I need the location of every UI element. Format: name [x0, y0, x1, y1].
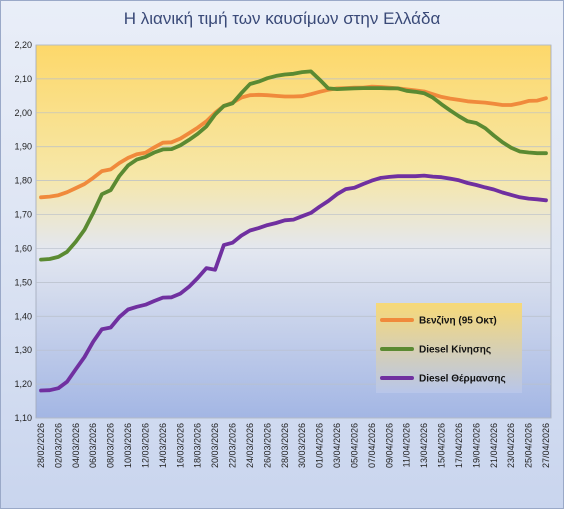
y-tick-label: 1,40	[14, 311, 32, 321]
chart-title: Η λιανική τιμή των καυσίμων στην Ελλάδα	[123, 9, 441, 28]
x-tick-label: 05/04/2026	[349, 423, 359, 468]
x-tick-label: 12/03/2026	[140, 423, 150, 468]
x-tick-label: 04/03/2026	[71, 423, 81, 468]
x-tick-label: 28/02/2026	[36, 423, 46, 468]
x-tick-label: 15/04/2026	[437, 423, 447, 468]
y-tick-label: 1,50	[14, 277, 32, 287]
legend-label-2: Diesel Θέρμανσης	[419, 374, 506, 385]
x-tick-label: 06/03/2026	[88, 423, 98, 468]
x-tick-label: 16/03/2026	[175, 423, 185, 468]
y-tick-label: 2,10	[14, 74, 32, 84]
y-tick-label: 1,60	[14, 243, 32, 253]
x-tick-label: 11/04/2026	[402, 423, 412, 467]
y-tick-label: 1,80	[14, 176, 32, 186]
x-tick-label: 25/04/2026	[524, 423, 534, 468]
series-line-2	[39, 173, 548, 393]
y-tick-label: 1,20	[14, 379, 32, 389]
x-tick-label: 03/04/2026	[332, 423, 342, 468]
y-tick-label: 2,20	[14, 40, 32, 50]
y-axis: 1,10 1,20 1,30 1,40 1,50 1,60 1,70 1,80 1,90 2,00…	[14, 40, 32, 423]
x-tick-label: 28/03/2026	[280, 423, 290, 468]
x-tick-label: 24/03/2026	[245, 423, 255, 468]
x-tick-label: 21/04/2026	[489, 423, 499, 468]
x-axis: 28/02/2026 02/03/2026 04/03/2026 06/03/2026…	[36, 423, 551, 468]
x-tick-label: 26/03/2026	[262, 423, 272, 468]
legend-label-0: Βενζίνη (95 Οκτ)	[419, 316, 497, 327]
legend-label-1: Diesel Κίνησης	[419, 345, 491, 356]
x-tick-label: 27/04/2026	[541, 423, 551, 468]
y-tick-label: 1,90	[14, 142, 32, 152]
x-tick-label: 22/03/2026	[228, 423, 238, 468]
y-tick-label: 2,00	[14, 108, 32, 118]
x-tick-label: 09/04/2026	[384, 423, 394, 468]
x-tick-label: 02/03/2026	[53, 423, 63, 468]
x-tick-label: 19/04/2026	[471, 423, 481, 468]
x-tick-label: 07/04/2026	[367, 423, 377, 468]
x-tick-label: 01/04/2026	[315, 423, 325, 468]
x-tick-label: 13/04/2026	[419, 423, 429, 468]
series-line-1	[39, 69, 548, 262]
legend: Βενζίνη (95 Οκτ) Diesel Κίνησης Diesel Θέρ…	[376, 303, 522, 393]
y-tick-label: 1,70	[14, 210, 32, 220]
x-tick-label: 23/04/2026	[506, 423, 516, 468]
x-tick-label: 20/03/2026	[210, 423, 220, 468]
x-tick-label: 14/03/2026	[158, 423, 168, 468]
x-tick-label: 30/03/2026	[297, 423, 307, 468]
x-tick-label: 08/03/2026	[106, 423, 116, 468]
y-tick-label: 1,30	[14, 345, 32, 355]
x-tick-label: 17/04/2026	[454, 423, 464, 468]
x-tick-label: 18/03/2026	[193, 423, 203, 468]
series-lines	[39, 69, 548, 393]
y-tick-label: 1,10	[14, 413, 32, 423]
series-line-0	[39, 84, 548, 200]
x-tick-label: 10/03/2026	[123, 423, 133, 468]
